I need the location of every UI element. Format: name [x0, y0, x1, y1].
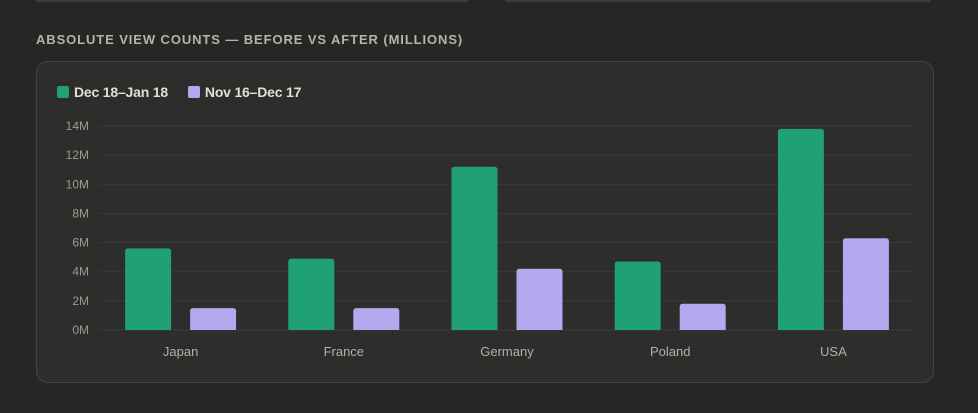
y-tick-label: 6M: [72, 236, 89, 250]
bar-germany-series-0[interactable]: [451, 166, 498, 330]
chart-card: Dec 18–Jan 18 Nov 16–Dec 17 0M 2M 4M 6M 8M 10…: [36, 61, 934, 383]
y-axis-ticks: 0M 2M 4M 6M 8M 10M 12M 14M: [66, 119, 89, 337]
bar-japan-series-0[interactable]: [125, 248, 172, 330]
legend-swatch-before: [187, 86, 200, 98]
y-tick-label: 10M: [66, 177, 89, 191]
section-title: ABSOLUTE VIEW COUNTS — BEFORE VS AFTER (…: [36, 32, 464, 47]
x-tick-label: France: [324, 344, 364, 359]
x-tick-label: Germany: [480, 344, 534, 359]
x-tick-label: Poland: [650, 344, 690, 359]
x-tick-label: Japan: [163, 344, 198, 359]
bar-france-series-1[interactable]: [353, 308, 400, 330]
x-axis-ticks: Japan France Germany Poland USA: [163, 344, 847, 359]
previous-card-bottom-edge-right: [505, 0, 931, 2]
bar-france-series-0[interactable]: [288, 258, 335, 330]
bar-chart: 0M 2M 4M 6M 8M 10M 12M 14M Japan France Germany Po…: [66, 119, 915, 359]
bar-poland-series-0[interactable]: [614, 261, 661, 330]
y-tick-label: 14M: [66, 119, 89, 133]
chart-legend: Dec 18–Jan 18 Nov 16–Dec 17: [57, 84, 301, 100]
y-tick-label: 0M: [72, 323, 89, 337]
y-tick-label: 4M: [72, 265, 89, 279]
bar-japan-series-1[interactable]: [190, 308, 237, 330]
bar-usa-series-1[interactable]: [842, 238, 889, 330]
y-tick-label: 12M: [66, 148, 89, 162]
legend-label-after: Dec 18–Jan 18: [74, 84, 168, 100]
bar-usa-series-0[interactable]: [777, 128, 824, 330]
legend-label-before: Nov 16–Dec 17: [204, 84, 302, 100]
legend-item-before[interactable]: Nov 16–Dec 17: [187, 84, 302, 100]
bars: [125, 128, 889, 330]
legend-swatch-after: [57, 86, 69, 98]
legend-item-after[interactable]: Dec 18–Jan 18: [57, 84, 168, 100]
y-tick-label: 2M: [72, 294, 89, 308]
previous-card-bottom-edge: [36, 0, 468, 2]
bar-poland-series-1[interactable]: [679, 303, 726, 330]
bar-germany-series-1[interactable]: [516, 268, 563, 330]
x-tick-label: USA: [820, 344, 847, 359]
y-tick-label: 8M: [72, 206, 89, 220]
